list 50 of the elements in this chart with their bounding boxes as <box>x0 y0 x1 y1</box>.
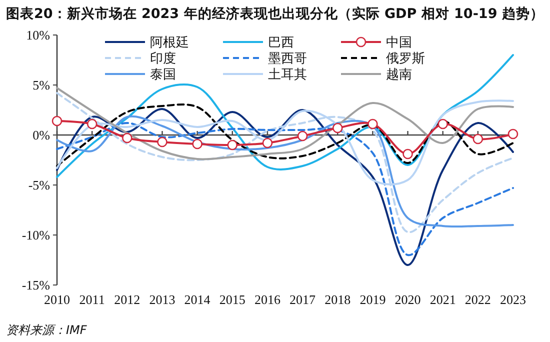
point <box>508 128 518 140</box>
point <box>297 130 308 142</box>
point <box>368 118 378 130</box>
line-series <box>56 122 514 256</box>
x-tick-label: 2013 <box>149 292 176 307</box>
x-tick-label: 2020 <box>394 292 421 307</box>
point <box>192 138 202 150</box>
y-tick-label: -10% <box>22 228 50 243</box>
x-tick-label: 2017 <box>290 292 316 307</box>
x-tick-label: 2022 <box>464 292 491 307</box>
text: 资料来源：IMF <box>6 323 88 337</box>
legend-label: 阿根廷 <box>150 36 189 51</box>
x-tick-label: 2015 <box>219 292 246 307</box>
y-tick-label: -5% <box>28 178 50 193</box>
legend-label: 俄罗斯 <box>386 52 425 67</box>
point <box>157 136 168 148</box>
point <box>438 118 448 130</box>
x-tick-label: 2023 <box>500 292 526 307</box>
point <box>402 148 413 160</box>
y-tick-label: -15% <box>22 278 50 293</box>
legend-label: 越南 <box>386 68 412 83</box>
line-series <box>56 108 514 266</box>
point <box>122 132 132 144</box>
legend-label: 巴西 <box>268 36 294 51</box>
x-tick-label: 2021 <box>430 292 456 307</box>
chart-title: 图表20：新兴市场在 2023 年的经济表现也出现分化（实际 GDP 相对 10-19 趋势） <box>6 5 544 22</box>
legend-label: 印度 <box>150 50 176 67</box>
y-tick-label: 10% <box>26 28 50 43</box>
point <box>472 134 484 144</box>
line-series <box>56 115 514 228</box>
point <box>262 138 273 148</box>
x-tick-label: 2016 <box>254 292 281 307</box>
point <box>227 140 238 150</box>
x-tick-label: 2018 <box>324 292 351 307</box>
legend-label: 土耳其 <box>268 68 307 83</box>
line-series <box>56 87 514 160</box>
x-tick-label: 2012 <box>114 292 140 307</box>
line-series <box>56 92 514 234</box>
x-tick-label: 2014 <box>184 292 211 307</box>
point <box>52 116 62 126</box>
x-tick-label: 2010 <box>44 292 70 307</box>
x-tick-label: 2011 <box>79 292 105 307</box>
y-tick-label: 5% <box>32 78 50 93</box>
point <box>86 118 98 130</box>
y-tick-label: 0% <box>32 128 50 143</box>
legend-label: 泰国 <box>150 68 176 83</box>
point <box>332 122 343 134</box>
x-tick-label: 2019 <box>360 292 386 307</box>
legend-label: 墨西哥 <box>268 52 307 67</box>
legend-label: 中国 <box>386 36 412 51</box>
